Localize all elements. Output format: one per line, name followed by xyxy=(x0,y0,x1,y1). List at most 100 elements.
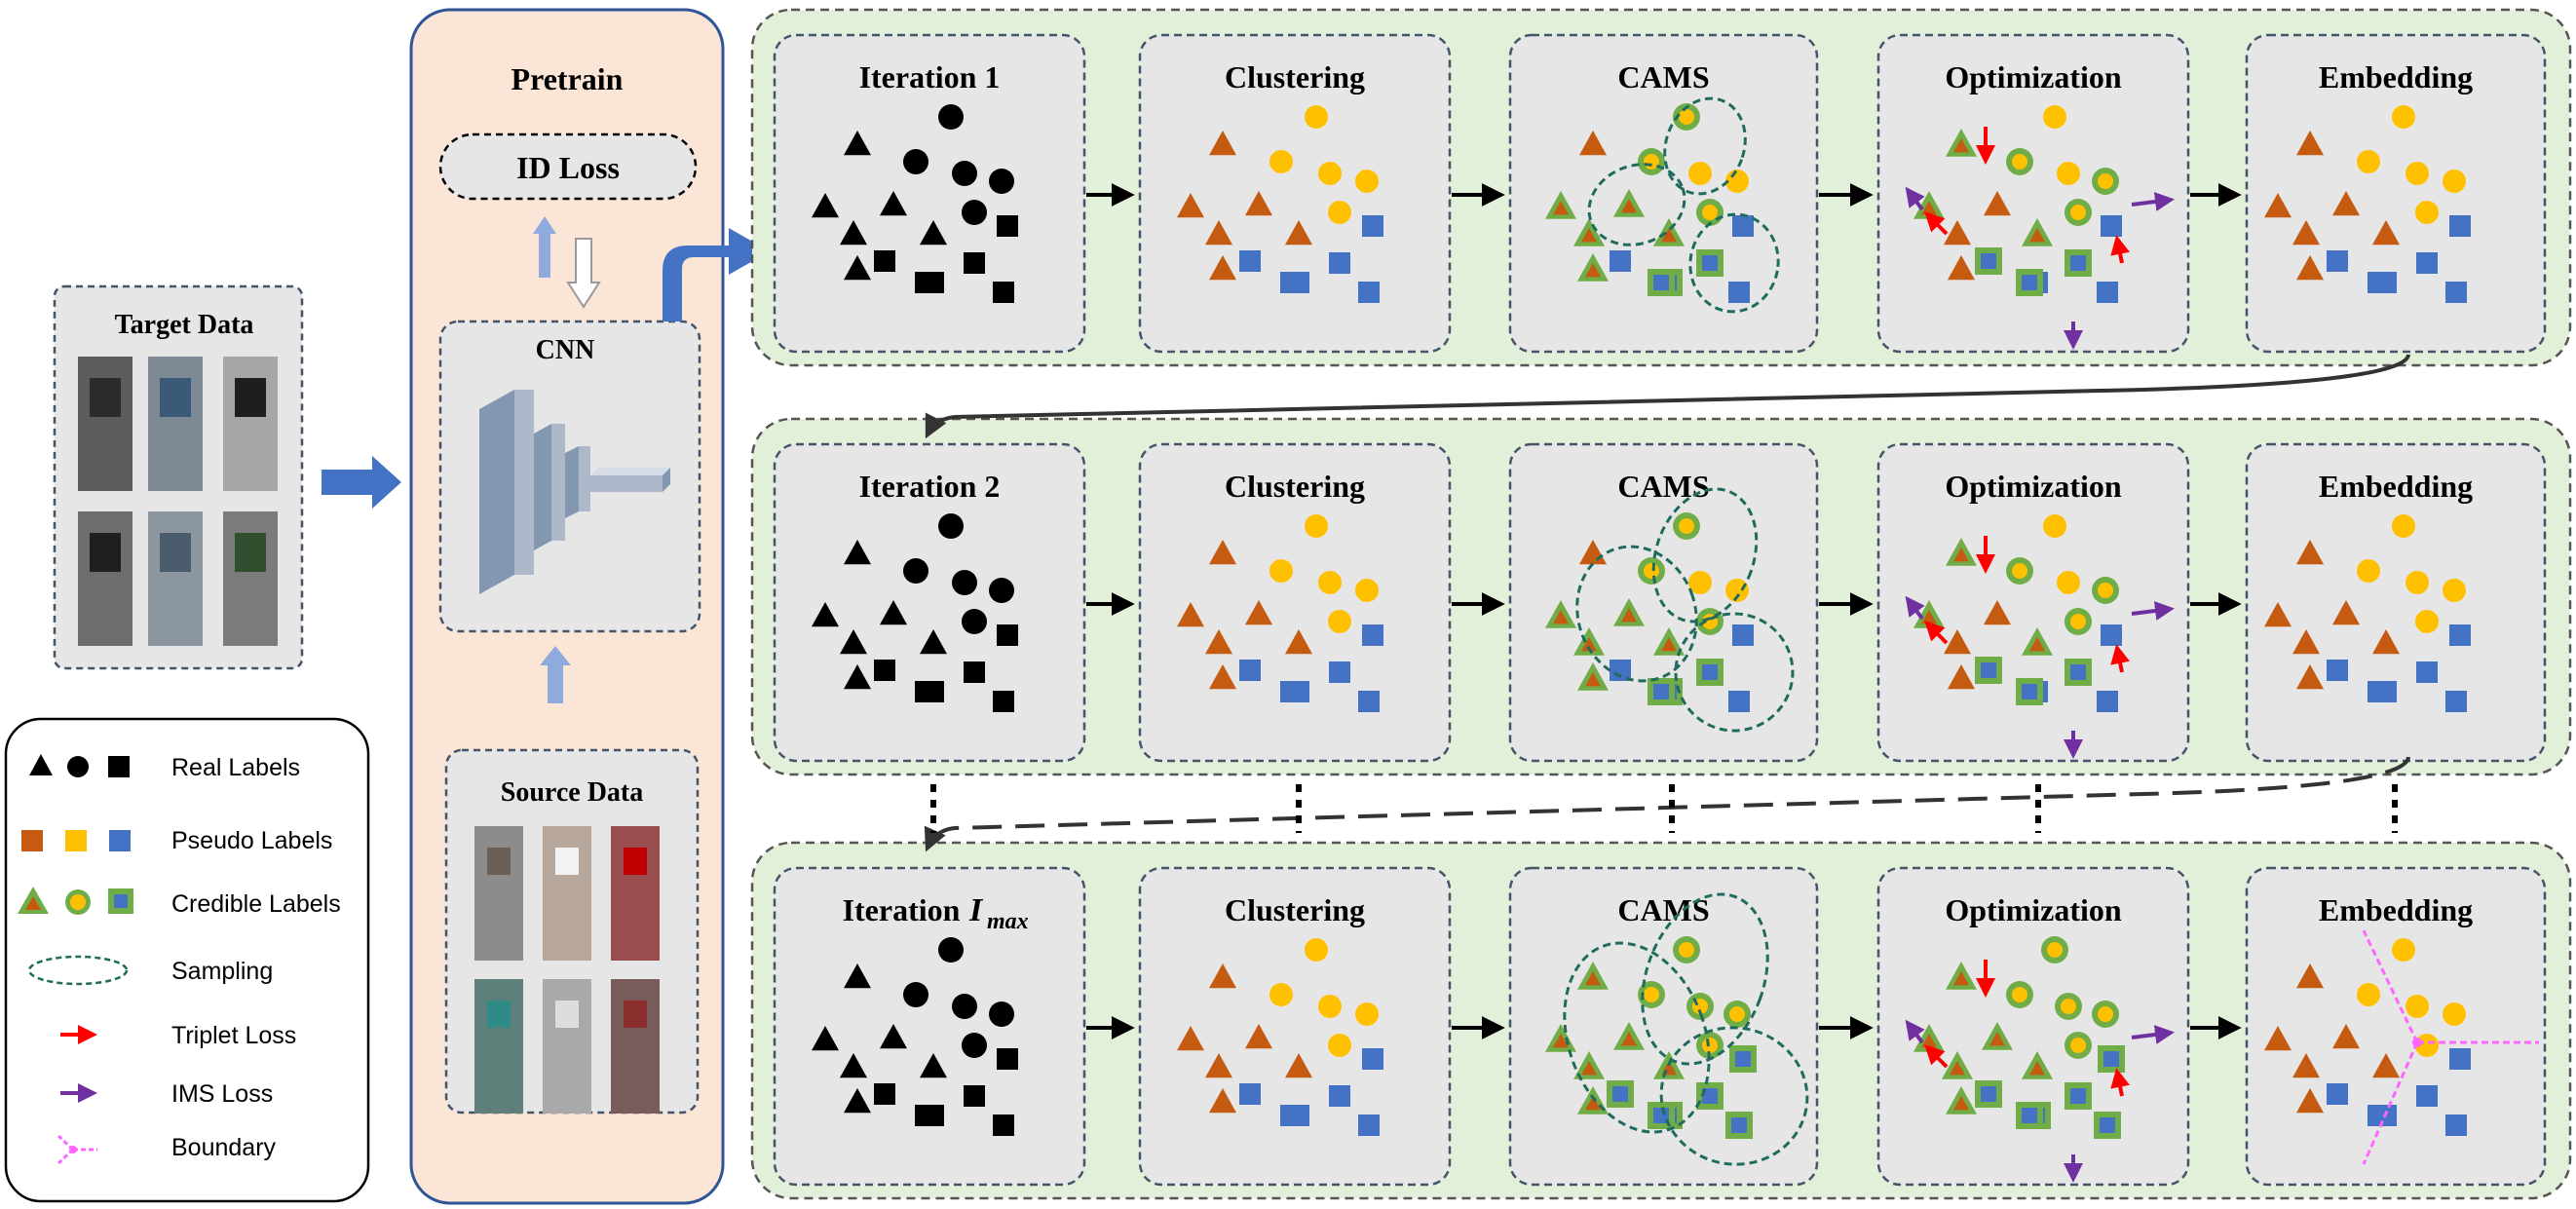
embed-triangle xyxy=(2296,664,2324,690)
embed-triangle xyxy=(2372,629,2400,655)
real-square xyxy=(915,272,936,293)
embed-circle xyxy=(2392,105,2415,129)
credible-triangle-core xyxy=(1921,610,1937,624)
pseudo-circle xyxy=(1269,559,1293,583)
real-square xyxy=(993,691,1014,712)
credible-square-core xyxy=(1731,1117,1747,1133)
real-square xyxy=(964,252,985,274)
credible-triangle-core xyxy=(1553,610,1569,624)
real-circle xyxy=(952,161,977,186)
real-square xyxy=(874,1083,895,1105)
ims-arrow xyxy=(1905,1019,1925,1044)
credible-circle-core xyxy=(2012,563,2027,579)
real-circle xyxy=(989,578,1014,603)
credible-triangle-core xyxy=(1585,263,1601,278)
pseudo-triangle xyxy=(1948,664,1975,690)
pseudo-square xyxy=(1362,215,1383,237)
embed-circle xyxy=(2406,162,2429,185)
credible-square-core xyxy=(2070,1088,2086,1104)
real-square xyxy=(915,681,936,702)
pseudo-triangle xyxy=(1177,1026,1204,1051)
pseudo-triangle xyxy=(1948,255,1975,281)
target-images xyxy=(78,357,278,646)
legend-box xyxy=(4,717,370,1203)
credible-triangle-core xyxy=(2029,637,2045,652)
embed-triangle xyxy=(2372,220,2400,246)
credible-square-core xyxy=(2022,684,2037,699)
pseudo-square xyxy=(2101,624,2122,646)
embed-square xyxy=(2368,272,2389,293)
pseudo-triangle xyxy=(1285,1053,1312,1078)
pseudo-circle xyxy=(1305,514,1328,538)
real-square xyxy=(997,624,1018,646)
pseudo-circle xyxy=(1318,162,1342,185)
real-circle xyxy=(938,104,964,130)
pseudo-triangle xyxy=(1579,131,1607,156)
pseudo-circle xyxy=(2057,162,2080,185)
pseudo-square xyxy=(1358,1115,1380,1136)
pseudo-circle xyxy=(1355,1002,1379,1026)
pseudo-triangle xyxy=(1209,540,1236,565)
embed-square xyxy=(2445,691,2467,712)
legend-ims-loss: IMS Loss xyxy=(171,1080,273,1108)
pseudo-circle xyxy=(1725,579,1749,602)
iteration-title: Iteration xyxy=(843,892,961,927)
credible-square-core xyxy=(2022,1108,2037,1123)
pseudo-circle xyxy=(1269,150,1293,173)
real-triangle xyxy=(844,255,871,281)
credible-triangle-core xyxy=(1621,608,1637,623)
embed-circle xyxy=(2357,559,2380,583)
embed-triangle xyxy=(2332,600,2360,625)
embed-circle xyxy=(2406,571,2429,594)
credible-triangle-core xyxy=(1661,637,1677,652)
embed-square xyxy=(2445,282,2467,303)
pseudo-triangle xyxy=(1245,191,1272,216)
real-square xyxy=(993,282,1014,303)
up-arrow-to-loss xyxy=(533,216,556,278)
pseudo-triangle xyxy=(1177,602,1204,627)
triplet-arrow xyxy=(1924,1044,1949,1069)
sampling-ellipse xyxy=(1651,487,1759,623)
credible-circle-core xyxy=(2098,1006,2113,1022)
pseudo-triangle xyxy=(1285,220,1312,246)
real-square xyxy=(874,660,895,681)
embed-triangle xyxy=(2292,220,2320,246)
credible-triangle-core xyxy=(1661,228,1677,243)
stage-title: Optimization xyxy=(1945,469,2122,504)
real-square xyxy=(964,661,985,683)
credible-triangle-core xyxy=(1950,1061,1965,1076)
sampling-ellipse xyxy=(1674,612,1795,733)
credible-triangle-core xyxy=(1621,199,1637,213)
pseudo-square xyxy=(1610,250,1631,272)
credible-triangle-core xyxy=(1585,971,1601,986)
up-arrow-to-cnn xyxy=(540,646,571,703)
ims-arrow xyxy=(2131,601,2175,621)
credible-triangle-core xyxy=(1553,1034,1569,1048)
real-triangle xyxy=(812,193,839,218)
pseudo-circle xyxy=(1328,610,1351,633)
credible-square-core xyxy=(1735,1051,1751,1067)
pseudo-square xyxy=(1329,252,1350,274)
embed-square xyxy=(2327,250,2348,272)
cnn-label: CNN xyxy=(536,335,595,365)
pseudo-triangle xyxy=(1205,1053,1232,1078)
credible-square-core xyxy=(2022,275,2037,290)
pseudo-triangle xyxy=(1205,629,1232,655)
credible-triangle-core xyxy=(1581,228,1597,243)
embed-triangle xyxy=(2332,191,2360,216)
credible-circle-core xyxy=(2098,173,2113,189)
iteration-row-2: Iteration 2 Clustering CAMS Optimization Emb… xyxy=(750,417,2572,776)
pseudo-circle xyxy=(2043,514,2066,538)
embed-circle xyxy=(2357,150,2380,173)
embed-square xyxy=(2449,624,2471,646)
credible-circle-core xyxy=(2070,205,2086,220)
real-circle xyxy=(952,570,977,595)
pseudo-triangle xyxy=(1984,600,2011,625)
credible-circle-core xyxy=(2070,614,2086,629)
real-triangle xyxy=(920,220,947,246)
stage-title: Clustering xyxy=(1225,892,1365,927)
real-square xyxy=(874,250,895,272)
embed-square xyxy=(2416,252,2438,274)
boundary-center xyxy=(2412,1038,2422,1047)
stage-title: Optimization xyxy=(1945,59,2122,94)
